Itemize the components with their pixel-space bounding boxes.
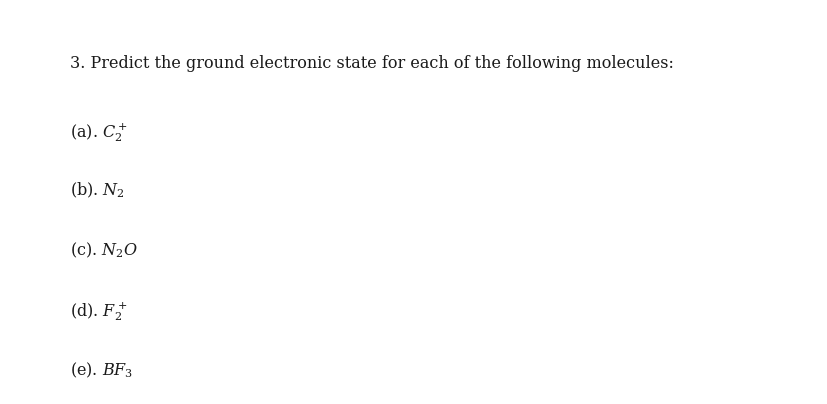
Text: (b). $N_2$: (b). $N_2$ xyxy=(70,181,125,200)
Text: (a). $C_2^+$: (a). $C_2^+$ xyxy=(70,121,128,144)
Text: (e). $BF_3$: (e). $BF_3$ xyxy=(70,360,133,380)
Text: (d). $F_2^+$: (d). $F_2^+$ xyxy=(70,301,127,323)
Text: (c). $N_2O$: (c). $N_2O$ xyxy=(70,241,138,260)
Text: 3. Predict the ground electronic state for each of the following molecules:: 3. Predict the ground electronic state f… xyxy=(70,55,673,72)
